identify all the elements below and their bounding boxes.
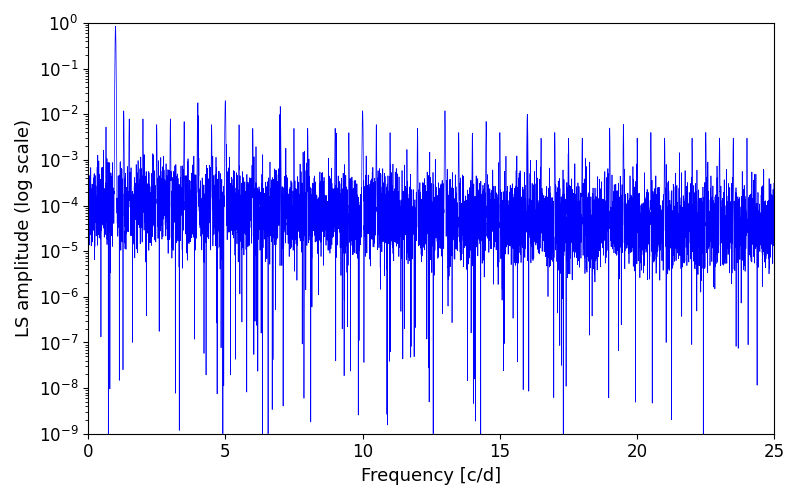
X-axis label: Frequency [c/d]: Frequency [c/d]: [361, 467, 502, 485]
Y-axis label: LS amplitude (log scale): LS amplitude (log scale): [15, 120, 33, 338]
